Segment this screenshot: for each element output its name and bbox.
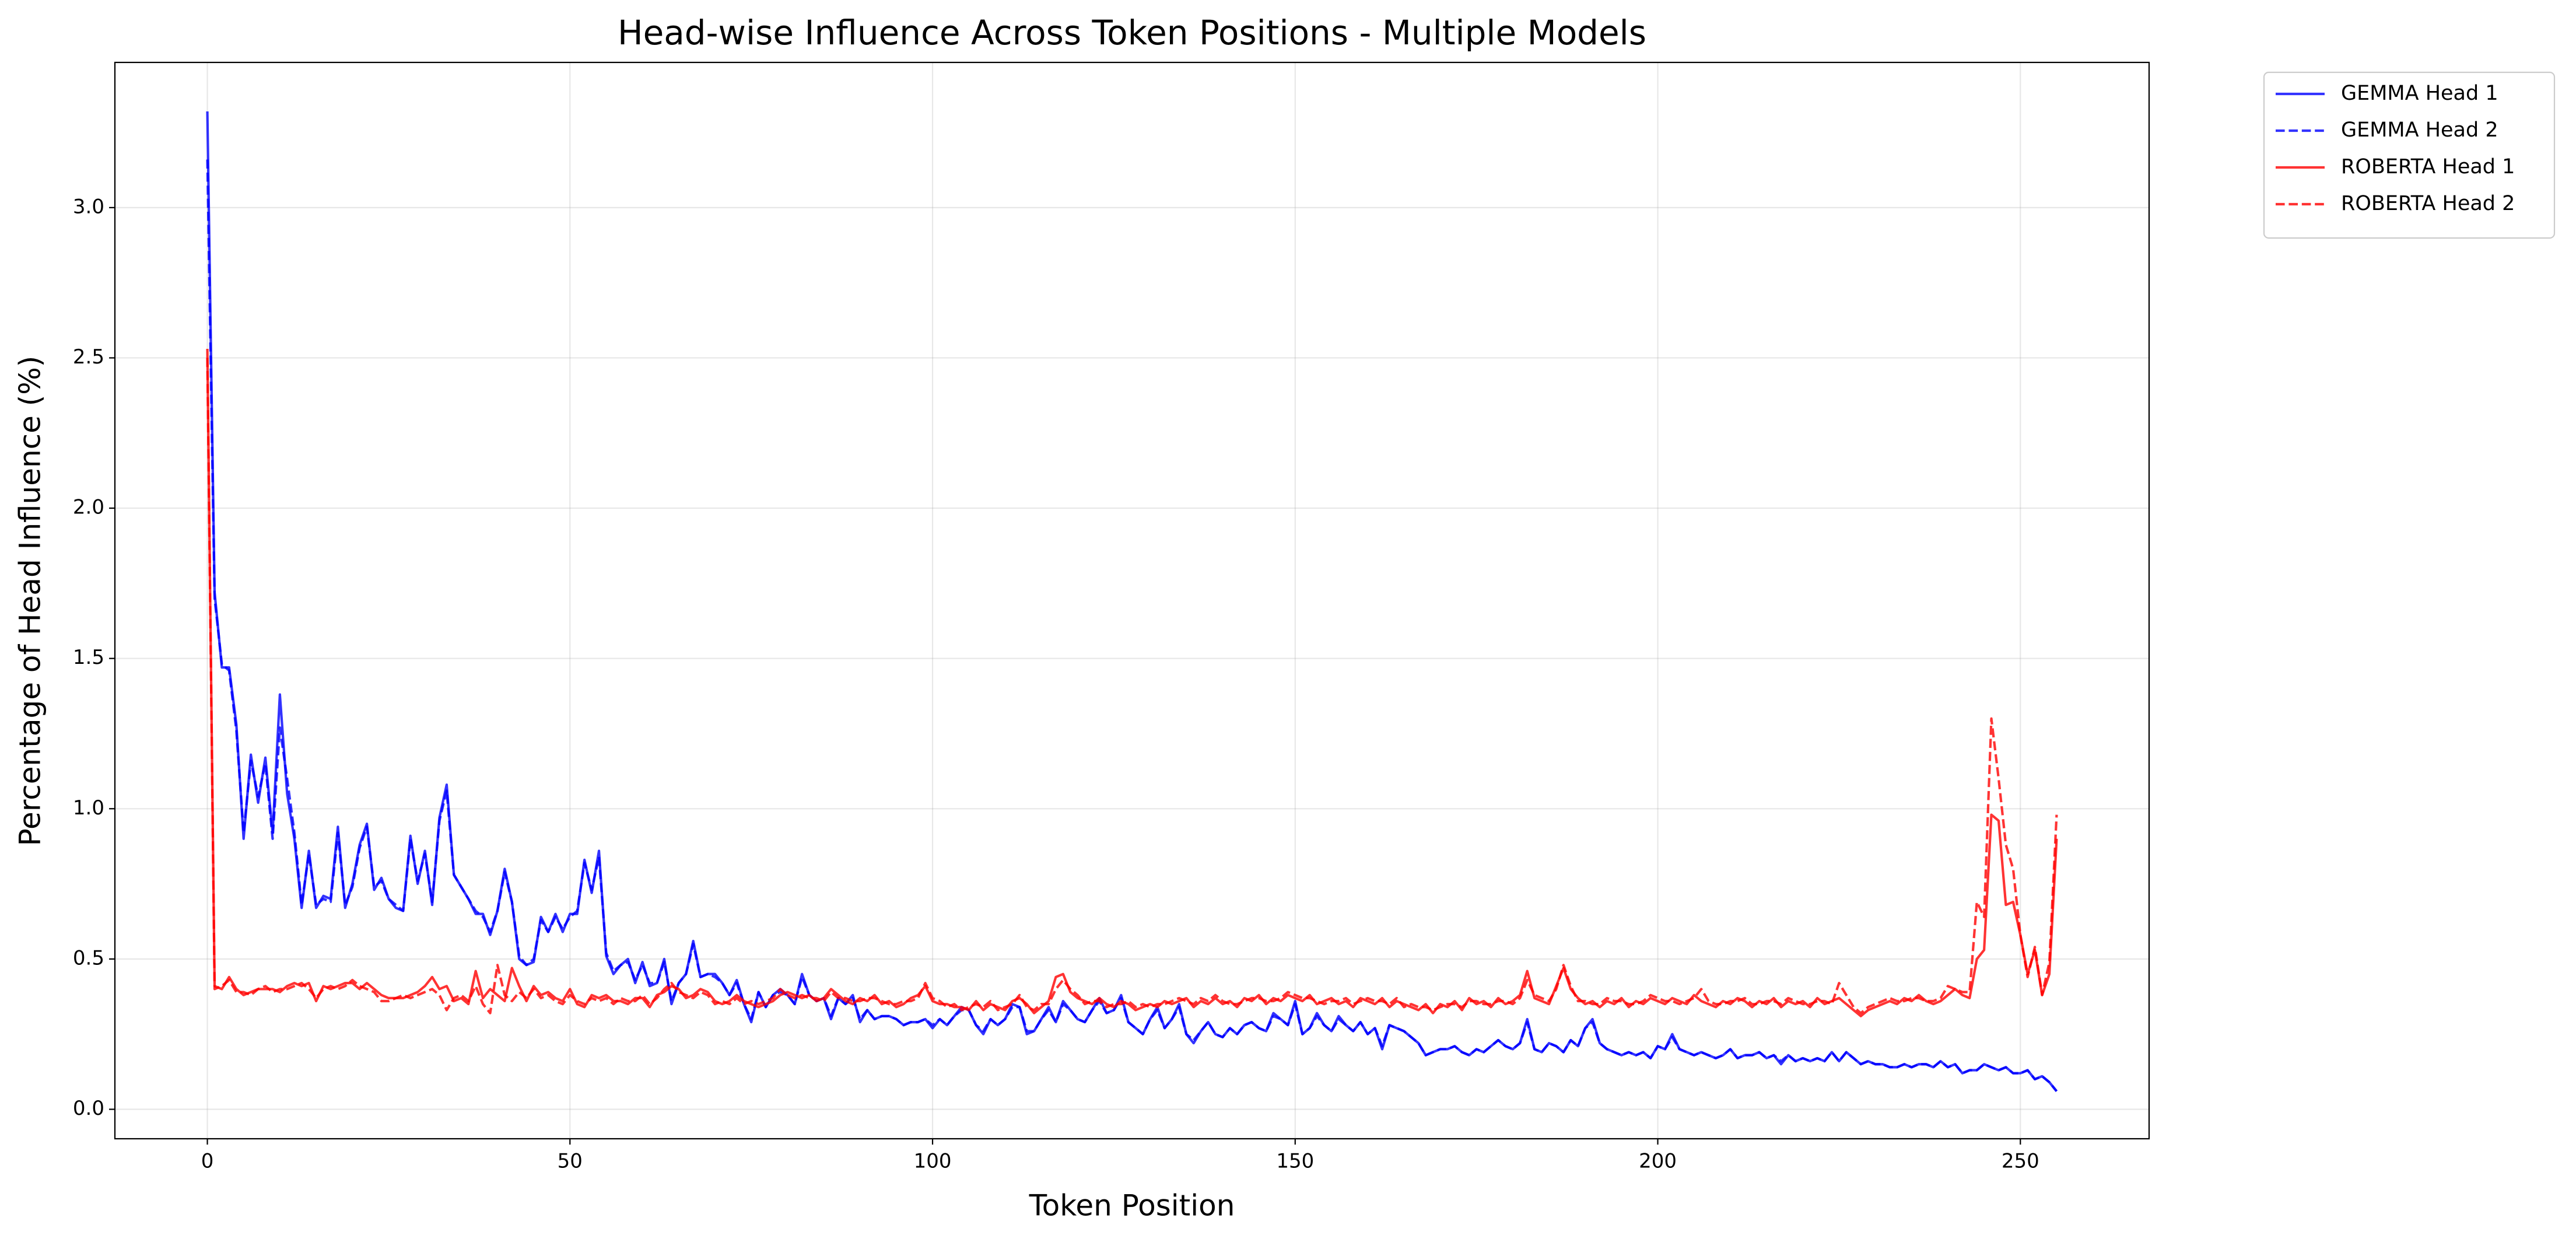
- legend-label: ROBERTA Head 1: [2341, 155, 2515, 179]
- legend-label: GEMMA Head 2: [2341, 118, 2498, 142]
- y-tick-label: 3.0: [73, 195, 104, 218]
- y-tick-label: 1.5: [73, 646, 104, 669]
- legend: GEMMA Head 1 GEMMA Head 2 ROBERTA Head 1 RO…: [2263, 71, 2556, 239]
- x-tick-label: 50: [558, 1150, 583, 1173]
- grid: [115, 62, 2149, 1139]
- x-tick-label: 250: [2002, 1150, 2039, 1173]
- legend-label: ROBERTA Head 2: [2341, 192, 2515, 215]
- y-axis-label: Percentage of Head Influence (%): [13, 356, 47, 846]
- y-tick-label: 0.0: [73, 1097, 104, 1120]
- chart-title: Head-wise Influence Across Token Positio…: [618, 13, 1646, 53]
- legend-label: GEMMA Head 1: [2341, 82, 2498, 105]
- x-tick-label: 0: [201, 1150, 214, 1173]
- y-tick-label: 2.0: [73, 496, 104, 519]
- y-tick-label: 2.5: [73, 345, 104, 369]
- series-line: [206, 348, 2058, 1017]
- x-axis-label: Token Position: [1029, 1189, 1235, 1223]
- x-tick-label: 100: [914, 1150, 952, 1173]
- series-line: [206, 159, 2058, 1092]
- x-tick-label: 150: [1276, 1150, 1314, 1173]
- series-lines: [206, 111, 2058, 1092]
- x-tick-label: 200: [1639, 1150, 1677, 1173]
- y-tick-label: 0.5: [73, 946, 104, 970]
- plot-frame: [114, 61, 2150, 1140]
- y-tick-label: 1.0: [73, 796, 104, 820]
- series-line: [206, 358, 2058, 1014]
- legend-box: [2263, 71, 2556, 239]
